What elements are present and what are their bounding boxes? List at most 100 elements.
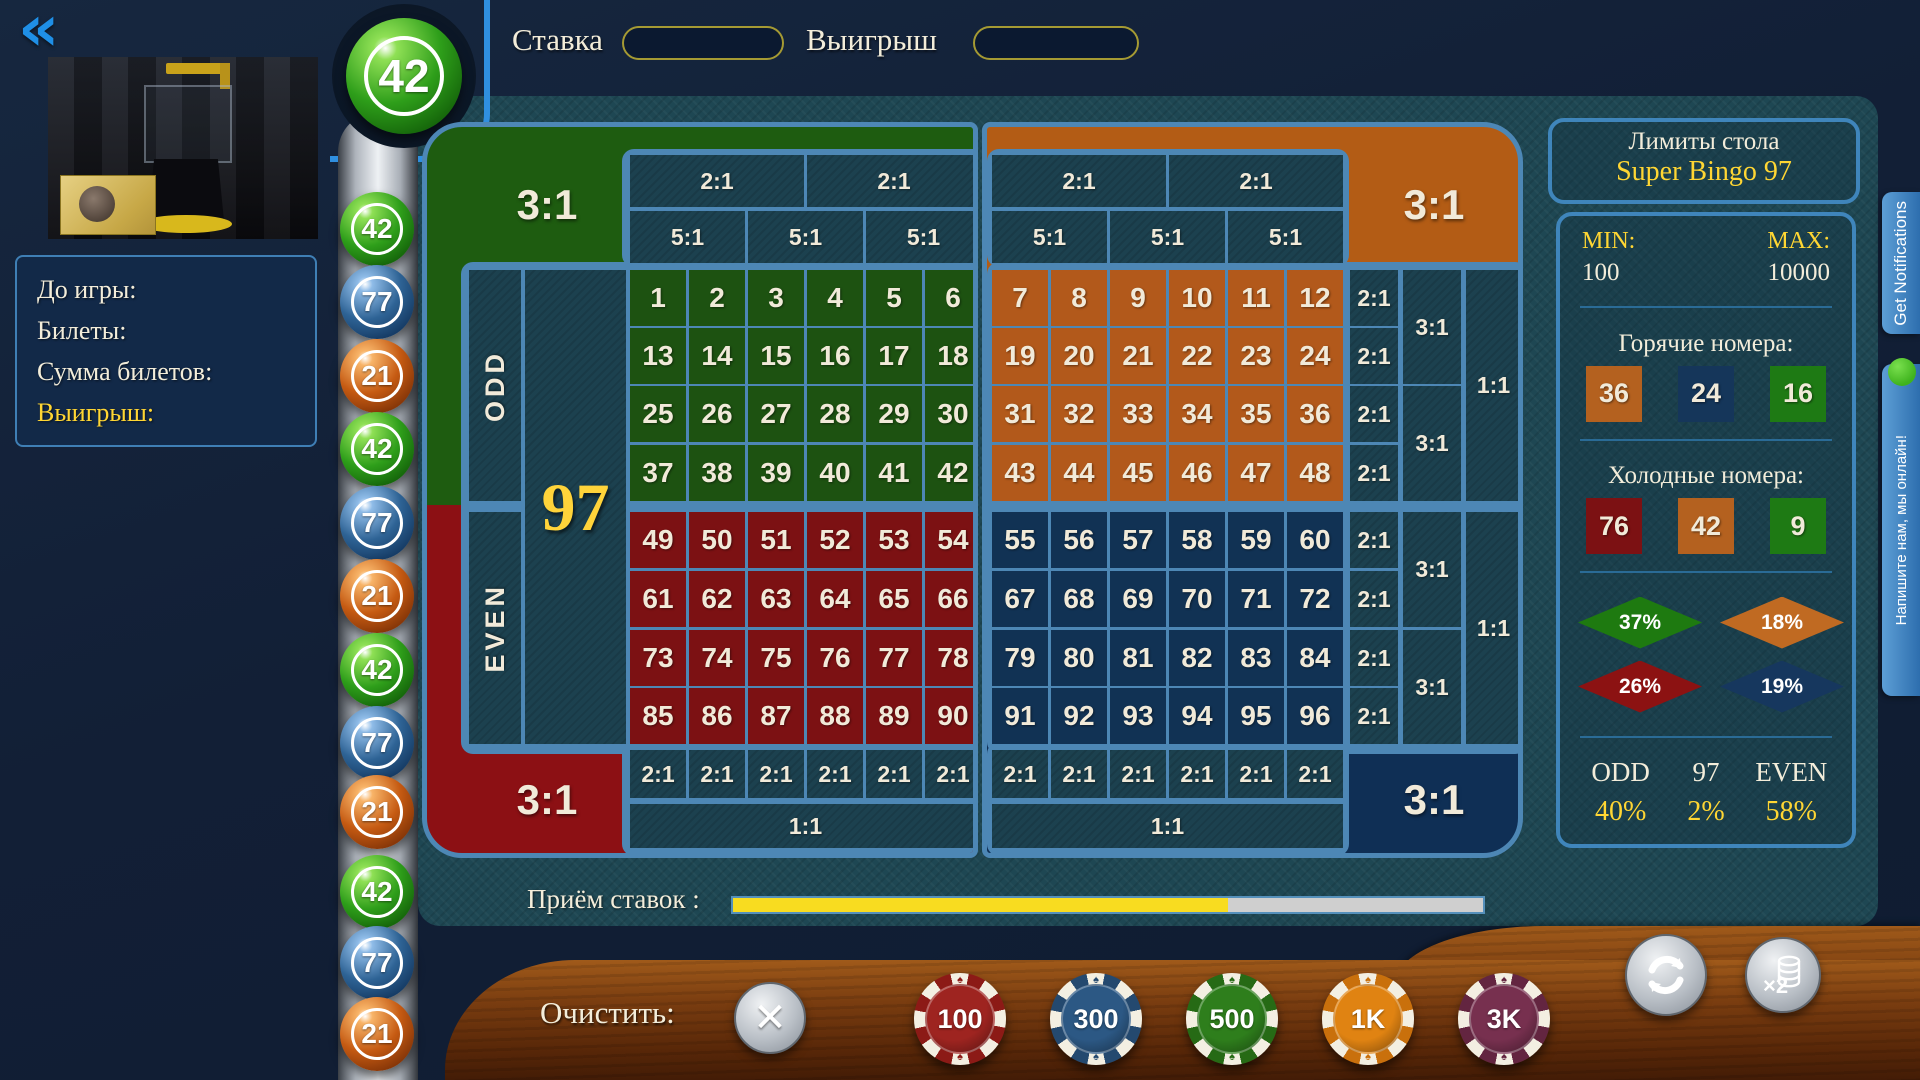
bet-number-49[interactable]: 49 [630, 512, 686, 568]
bet-number-54[interactable]: 54 [925, 512, 973, 568]
bet-row-3to1[interactable]: 3:1 [1403, 512, 1461, 627]
bet-bottom-2to1[interactable]: 2:1 [1228, 750, 1284, 798]
bet-number-16[interactable]: 16 [807, 328, 863, 384]
bet-bottom-1to1[interactable]: 1:1 [992, 804, 1343, 848]
bet-number-24[interactable]: 24 [1287, 328, 1343, 384]
bet-number-96[interactable]: 96 [1287, 688, 1343, 744]
bet-number-11[interactable]: 11 [1228, 270, 1284, 326]
bet-number-35[interactable]: 35 [1228, 386, 1284, 442]
bet-number-44[interactable]: 44 [1051, 445, 1107, 501]
bet-row-2to1[interactable]: 2:1 [1350, 270, 1398, 326]
bet-number-60[interactable]: 60 [1287, 512, 1343, 568]
bet-number-73[interactable]: 73 [630, 630, 686, 686]
bet-row-2to1[interactable]: 2:1 [1350, 571, 1398, 627]
bet-bottom-2to1[interactable]: 2:1 [992, 750, 1048, 798]
bet-number-18[interactable]: 18 [925, 328, 973, 384]
bet-corner-3to1[interactable]: 3:1 [516, 776, 578, 823]
bet-corner-3to1[interactable]: 3:1 [516, 180, 578, 228]
chat-tab[interactable]: Напишите нам, мы онлайн! [1882, 358, 1920, 696]
bet-number-52[interactable]: 52 [807, 512, 863, 568]
bet-number-93[interactable]: 93 [1110, 688, 1166, 744]
bet-column-5to1[interactable]: 5:1 [866, 211, 973, 263]
bet-bottom-2to1[interactable]: 2:1 [630, 750, 686, 798]
bet-number-19[interactable]: 19 [992, 328, 1048, 384]
bet-number-1[interactable]: 1 [630, 270, 686, 326]
bet-number-70[interactable]: 70 [1169, 571, 1225, 627]
bet-number-90[interactable]: 90 [925, 688, 973, 744]
chip-1K[interactable]: ♠ ♠ 1K [1322, 973, 1414, 1065]
bet-row-2to1[interactable]: 2:1 [1350, 630, 1398, 686]
bet-number-94[interactable]: 94 [1169, 688, 1225, 744]
bet-number-17[interactable]: 17 [866, 328, 922, 384]
bet-number-7[interactable]: 7 [992, 270, 1048, 326]
bet-row-2to1[interactable]: 2:1 [1350, 386, 1398, 442]
bet-number-58[interactable]: 58 [1169, 512, 1225, 568]
bet-number-63[interactable]: 63 [748, 571, 804, 627]
bet-number-4[interactable]: 4 [807, 270, 863, 326]
bet-number-77[interactable]: 77 [866, 630, 922, 686]
bet-number-61[interactable]: 61 [630, 571, 686, 627]
bet-row-2to1[interactable]: 2:1 [1350, 512, 1398, 568]
bet-column-5to1[interactable]: 5:1 [748, 211, 863, 263]
bet-row-3to1[interactable]: 3:1 [1403, 630, 1461, 744]
notifications-tab[interactable]: Get Notifications [1882, 192, 1920, 334]
bet-number-66[interactable]: 66 [925, 571, 973, 627]
bet-number-21[interactable]: 21 [1110, 328, 1166, 384]
bet-number-76[interactable]: 76 [807, 630, 863, 686]
bet-number-83[interactable]: 83 [1228, 630, 1284, 686]
win-input[interactable] [973, 26, 1139, 60]
bet-number-91[interactable]: 91 [992, 688, 1048, 744]
cold-number[interactable]: 76 [1586, 498, 1642, 554]
bet-number-13[interactable]: 13 [630, 328, 686, 384]
cold-number[interactable]: 9 [1770, 498, 1826, 554]
bet-column-2to1[interactable]: 2:1 [992, 155, 1166, 207]
bet-number-78[interactable]: 78 [925, 630, 973, 686]
bet-number-47[interactable]: 47 [1228, 445, 1284, 501]
bet-number-43[interactable]: 43 [992, 445, 1048, 501]
bet-number-62[interactable]: 62 [689, 571, 745, 627]
stake-input[interactable] [622, 26, 784, 60]
bet-column-5to1[interactable]: 5:1 [630, 211, 745, 263]
bet-number-8[interactable]: 8 [1051, 270, 1107, 326]
hot-number[interactable]: 16 [1770, 365, 1826, 422]
bet-number-82[interactable]: 82 [1169, 630, 1225, 686]
bet-number-55[interactable]: 55 [992, 512, 1048, 568]
chip-500[interactable]: ♠ ♠ 500 [1186, 973, 1278, 1065]
bet-row-1to1[interactable]: 1:1 [1466, 270, 1518, 501]
cold-number[interactable]: 42 [1678, 498, 1734, 554]
chip-100[interactable]: ♠ ♠ 100 [914, 973, 1006, 1065]
hot-number[interactable]: 36 [1586, 365, 1642, 422]
bet-number-3[interactable]: 3 [748, 270, 804, 326]
bet-bottom-2to1[interactable]: 2:1 [1287, 750, 1343, 798]
chip-3K[interactable]: ♠ ♠ 3K [1458, 973, 1550, 1065]
double-bet-button[interactable]: ×2 [1745, 937, 1821, 1013]
bet-number-88[interactable]: 88 [807, 688, 863, 744]
bet-row-2to1[interactable]: 2:1 [1350, 445, 1398, 501]
chip-300[interactable]: ♠ ♠ 300 [1050, 973, 1142, 1065]
hot-number[interactable]: 24 [1678, 365, 1734, 422]
bet-97[interactable]: 97 [525, 270, 626, 744]
bet-number-14[interactable]: 14 [689, 328, 745, 384]
bet-row-2to1[interactable]: 2:1 [1350, 688, 1398, 744]
bet-number-32[interactable]: 32 [1051, 386, 1107, 442]
bet-number-2[interactable]: 2 [689, 270, 745, 326]
clear-bets-button[interactable]: ✕ [734, 982, 806, 1054]
bet-number-22[interactable]: 22 [1169, 328, 1225, 384]
bet-number-23[interactable]: 23 [1228, 328, 1284, 384]
bet-row-3to1[interactable]: 3:1 [1403, 270, 1461, 384]
bet-column-5to1[interactable]: 5:1 [992, 211, 1107, 263]
bet-corner-3to1[interactable]: 3:1 [1403, 776, 1465, 823]
bet-corner-3to1[interactable]: 3:1 [1403, 180, 1465, 228]
bet-number-5[interactable]: 5 [866, 270, 922, 326]
bet-bottom-2to1[interactable]: 2:1 [866, 750, 922, 798]
bet-bottom-2to1[interactable]: 2:1 [1110, 750, 1166, 798]
bet-bottom-2to1[interactable]: 2:1 [1051, 750, 1107, 798]
bet-number-15[interactable]: 15 [748, 328, 804, 384]
bet-number-67[interactable]: 67 [992, 571, 1048, 627]
bet-number-33[interactable]: 33 [1110, 386, 1166, 442]
bet-column-2to1[interactable]: 2:1 [1169, 155, 1343, 207]
bet-number-89[interactable]: 89 [866, 688, 922, 744]
bet-number-29[interactable]: 29 [866, 386, 922, 442]
bet-number-30[interactable]: 30 [925, 386, 973, 442]
bet-row-3to1[interactable]: 3:1 [1403, 386, 1461, 501]
